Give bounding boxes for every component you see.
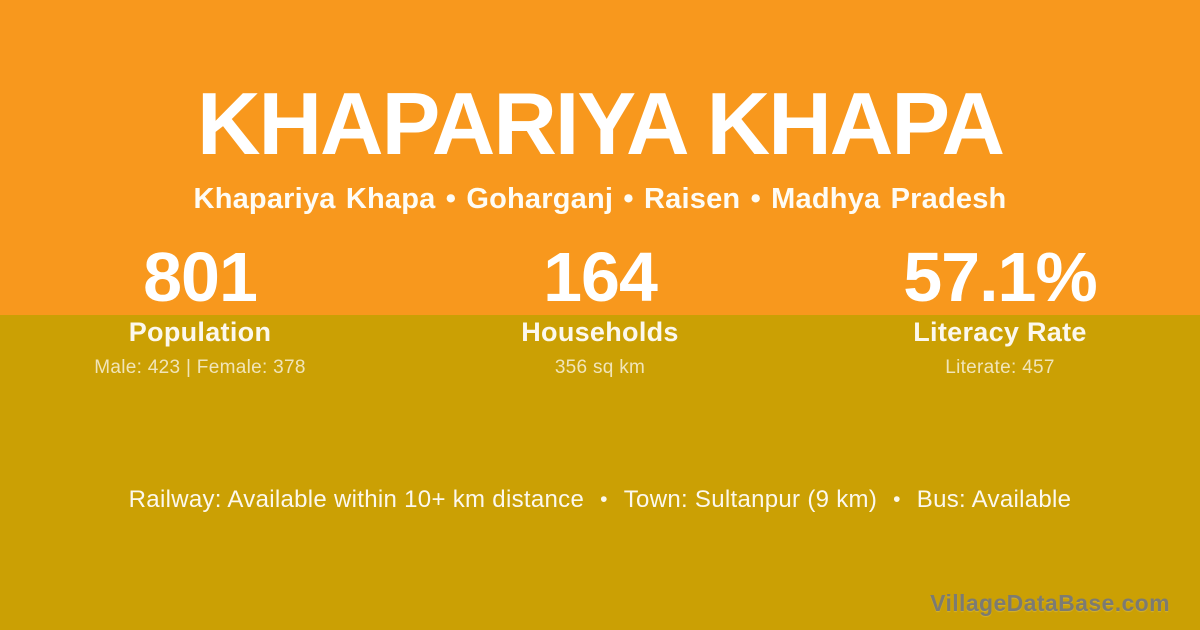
transport-info-line: Railway: Available within 10+ km distanc… (0, 486, 1200, 513)
households-value: 164 (543, 238, 658, 316)
literacy-label: Literacy Rate (913, 317, 1087, 347)
bottom-background (0, 315, 1200, 630)
population-value: 801 (143, 238, 258, 316)
population-label: Population (128, 317, 272, 347)
town-info: Town: Sultanpur (9 km) (623, 486, 878, 513)
stats-row: 801 Population Male: 423 | Female: 378 1… (0, 242, 1200, 377)
stat-households: 164 Households 356 sq km (400, 242, 800, 377)
literacy-value: 57.1% (903, 238, 1097, 316)
railway-info: Railway: Available within 10+ km distanc… (128, 486, 585, 513)
bullet-separator: • (893, 488, 901, 511)
households-label: Households (521, 317, 679, 347)
top-background (0, 0, 1200, 315)
bus-info: Bus: Available (916, 486, 1072, 513)
area-detail: 356 sq km (554, 357, 646, 378)
stat-literacy: 57.1% Literacy Rate Literate: 457 (800, 242, 1200, 377)
stat-population: 801 Population Male: 423 | Female: 378 (0, 242, 400, 377)
literate-count-detail: Literate: 457 (945, 357, 1055, 378)
village-title: KHAPARIYA KHAPA (196, 74, 1005, 173)
location-breadcrumb: Khapariya Khapa • Goharganj • Raisen • M… (193, 183, 1007, 215)
population-gender-detail: Male: 423 | Female: 378 (94, 357, 306, 378)
site-watermark: VillageDataBase.com (930, 590, 1170, 616)
bullet-separator: • (600, 488, 608, 511)
